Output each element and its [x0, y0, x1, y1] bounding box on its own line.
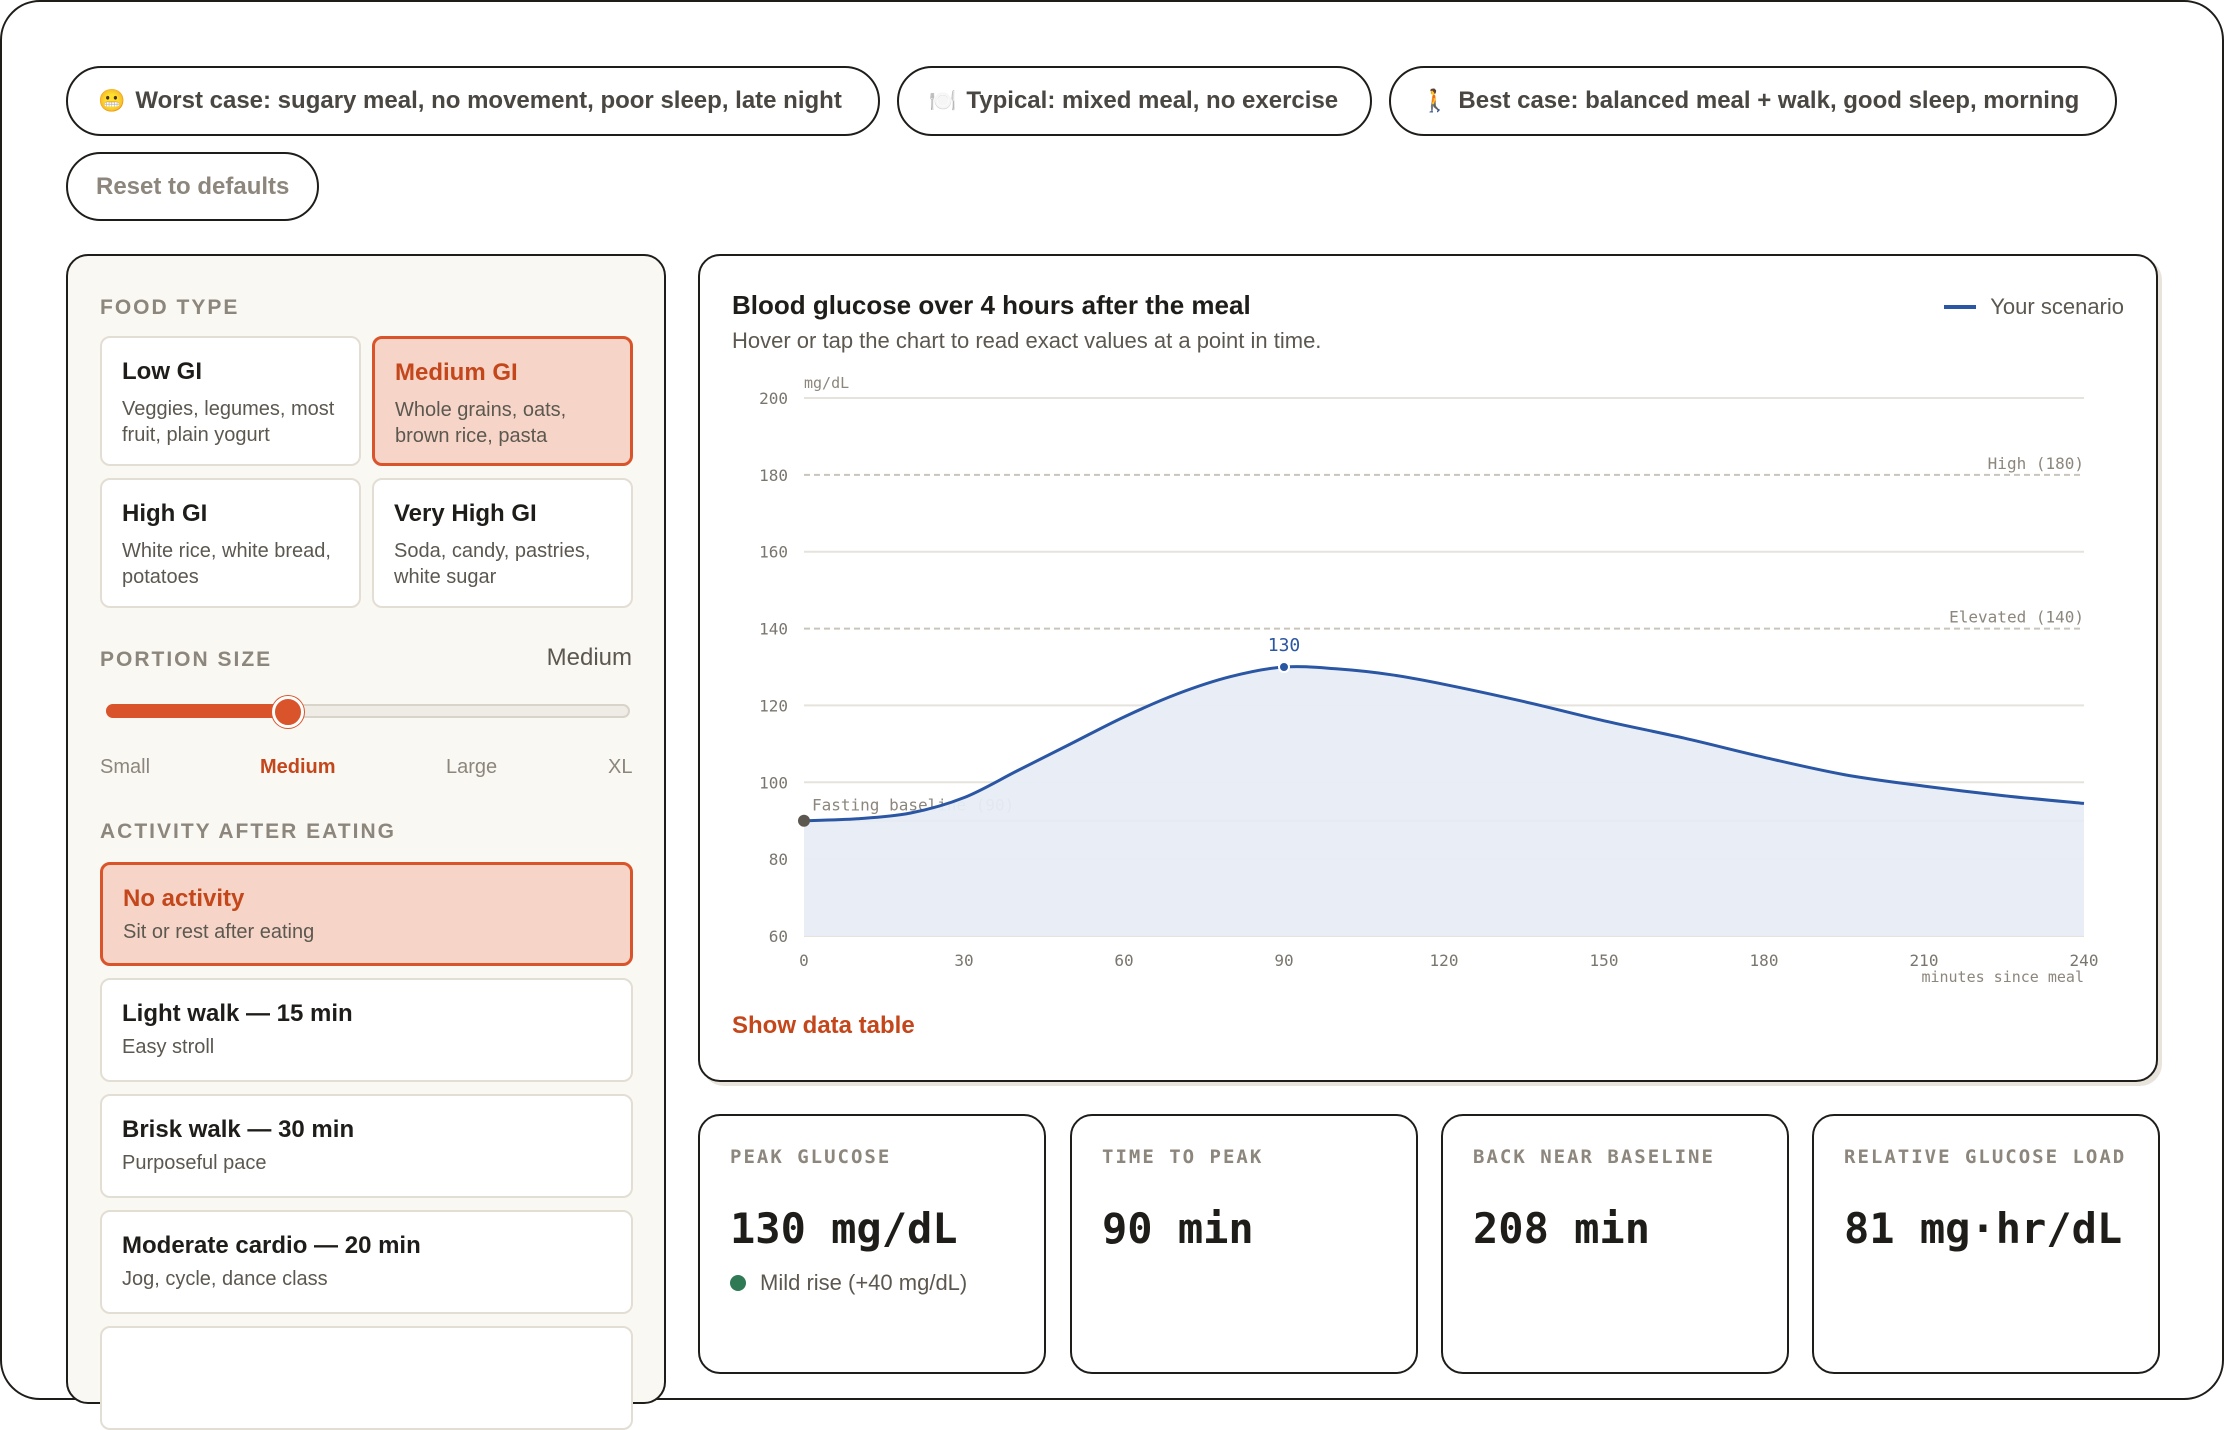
y-tick-label: 60 — [769, 927, 788, 946]
peak-label: 130 — [1268, 635, 1301, 656]
stat-value: 208 min — [1473, 1204, 1651, 1253]
x-axis-label: minutes since meal — [1921, 968, 2084, 986]
scenario-presets: 😬 Worst case: sugary meal, no movement, … — [66, 66, 2117, 136]
x-tick-label: 60 — [1114, 951, 1133, 970]
chart-title: Blood glucose over 4 hours after the mea… — [732, 290, 1251, 320]
stat-label: TIME TO PEAK — [1102, 1146, 1264, 1168]
activity-label: ACTIVITY AFTER EATING — [100, 820, 396, 843]
stat-value: 130 mg/dL — [730, 1204, 958, 1253]
portion-slider-thumb[interactable] — [272, 696, 304, 728]
scenario-typical-label: Typical: mixed meal, no exercise — [966, 87, 1339, 114]
reference-label: High (180) — [1988, 454, 2084, 473]
grimace-icon: 😬 — [98, 88, 126, 113]
status-dot-icon — [730, 1275, 746, 1291]
portion-size-value: Medium — [546, 644, 632, 671]
activity-option-title: Moderate cardio — 20 min — [122, 1232, 421, 1259]
activity-option-moderate-cardio[interactable]: Moderate cardio — 20 min Jog, cycle, dan… — [100, 1210, 633, 1314]
stat-label: PEAK GLUCOSE — [730, 1146, 892, 1168]
chart-legend: Your scenario — [1944, 294, 2124, 320]
x-tick-label: 0 — [799, 951, 809, 970]
stat-value: 81 mg·hr/dL — [1844, 1204, 2123, 1253]
activity-option-desc: Purposeful pace — [122, 1152, 267, 1174]
portion-tick-xl[interactable]: XL — [608, 756, 633, 778]
stat-label: BACK NEAR BASELINE — [1473, 1146, 1715, 1168]
x-tick-label: 180 — [1750, 951, 1779, 970]
food-option-low-gi[interactable]: Low GI Veggies, legumes, most fruit, pla… — [100, 336, 361, 466]
scenario-best-button[interactable]: 🚶 Best case: balanced meal + walk, good … — [1389, 66, 2117, 136]
y-axis-label: mg/dL — [804, 374, 849, 392]
food-option-title: Medium GI — [395, 359, 518, 386]
reset-defaults-button[interactable]: Reset to defaults — [66, 152, 320, 221]
x-tick-label: 150 — [1590, 951, 1619, 970]
activity-option-title: Light walk — 15 min — [122, 1000, 353, 1027]
y-tick-label: 180 — [759, 466, 788, 485]
food-option-medium-gi[interactable]: Medium GI Whole grains, oats, brown rice… — [372, 336, 633, 466]
activity-option-light-walk[interactable]: Light walk — 15 min Easy stroll — [100, 978, 633, 1082]
stat-value: 90 min — [1102, 1204, 1254, 1253]
x-tick-label: 30 — [954, 951, 973, 970]
series-line — [803, 665, 2085, 823]
food-option-high-gi[interactable]: High GI White rice, white bread, potatoe… — [100, 478, 361, 608]
scenario-worst-button[interactable]: 😬 Worst case: sugary meal, no movement, … — [66, 66, 880, 136]
legend-label: Your scenario — [1990, 294, 2124, 319]
activity-option-brisk-walk[interactable]: Brisk walk — 30 min Purposeful pace — [100, 1094, 633, 1198]
plate-icon: 🍽️ — [929, 88, 957, 113]
portion-tick-medium[interactable]: Medium — [260, 756, 336, 778]
activity-option-more[interactable] — [100, 1326, 633, 1430]
activity-option-desc: Easy stroll — [122, 1036, 215, 1058]
controls-panel: FOOD TYPE Low GI Veggies, legumes, most … — [66, 254, 666, 1430]
stat-note: Mild rise (+40 mg/dL) — [730, 1270, 967, 1296]
x-tick-label: 120 — [1430, 951, 1459, 970]
stat-back-near-baseline: BACK NEAR BASELINE 208 min — [1441, 1114, 1789, 1374]
stat-time-to-peak: TIME TO PEAK 90 min — [1070, 1114, 1418, 1374]
y-tick-label: 120 — [759, 696, 788, 715]
reference-label: Elevated (140) — [1949, 608, 2084, 627]
legend-swatch — [1944, 305, 1977, 309]
walking-icon: 🚶 — [1421, 88, 1449, 113]
activity-option-title: No activity — [123, 885, 245, 912]
food-option-title: High GI — [122, 500, 208, 527]
activity-option-desc: Sit or rest after eating — [123, 921, 315, 943]
peak-point — [1278, 661, 1290, 673]
area-fill — [804, 666, 2084, 936]
portion-slider-fill — [106, 704, 292, 718]
scenario-best-label: Best case: balanced meal + walk, good sl… — [1458, 87, 2080, 114]
y-tick-label: 100 — [759, 773, 788, 792]
start-point — [798, 814, 810, 827]
x-tick-label: 210 — [1910, 951, 1939, 970]
food-option-title: Low GI — [122, 358, 202, 385]
y-tick-label: 80 — [769, 850, 788, 869]
portion-tick-small[interactable]: Small — [100, 756, 151, 778]
stat-label: RELATIVE GLUCOSE LOAD — [1844, 1146, 2127, 1168]
food-option-desc: Soda, candy, pastries, white sugar — [394, 540, 591, 588]
scenario-typical-button[interactable]: 🍽️ Typical: mixed meal, no exercise — [897, 66, 1372, 136]
food-option-desc: White rice, white bread, potatoes — [122, 540, 331, 588]
x-tick-label: 240 — [2070, 951, 2099, 970]
food-option-very-high-gi[interactable]: Very High GI Soda, candy, pastries, whit… — [372, 478, 633, 608]
portion-size-label: PORTION SIZE — [100, 648, 273, 671]
stat-peak-glucose: PEAK GLUCOSE 130 mg/dL Mild rise (+40 mg… — [698, 1114, 1046, 1374]
y-tick-label: 160 — [759, 543, 788, 562]
stat-note-text: Mild rise (+40 mg/dL) — [760, 1270, 968, 1295]
activity-option-none[interactable]: No activity Sit or rest after eating — [100, 862, 633, 966]
activity-option-title: Brisk walk — 30 min — [122, 1116, 355, 1143]
food-option-desc: Whole grains, oats, brown rice, pasta — [395, 399, 567, 447]
y-tick-label: 200 — [759, 389, 788, 408]
food-option-desc: Veggies, legumes, most fruit, plain yogu… — [122, 398, 335, 446]
x-tick-label: 90 — [1274, 951, 1293, 970]
glucose-chart-card: Blood glucose over 4 hours after the mea… — [698, 254, 2158, 1082]
show-data-table-link[interactable]: Show data table — [732, 1012, 915, 1039]
chart-subtitle: Hover or tap the chart to read exact val… — [732, 328, 1322, 353]
stat-relative-glucose-load: RELATIVE GLUCOSE LOAD 81 mg·hr/dL — [1812, 1114, 2160, 1374]
portion-tick-large[interactable]: Large — [446, 756, 498, 778]
scenario-worst-label: Worst case: sugary meal, no movement, po… — [135, 87, 842, 114]
food-type-label: FOOD TYPE — [100, 296, 240, 319]
activity-option-desc: Jog, cycle, dance class — [122, 1268, 328, 1290]
glucose-chart[interactable]: 60 80 100 120 140 160 180 200 mg/dL 0 30 60 90 120 150… — [700, 256, 2160, 996]
food-option-title: Very High GI — [394, 500, 537, 527]
y-tick-label: 140 — [759, 620, 788, 639]
